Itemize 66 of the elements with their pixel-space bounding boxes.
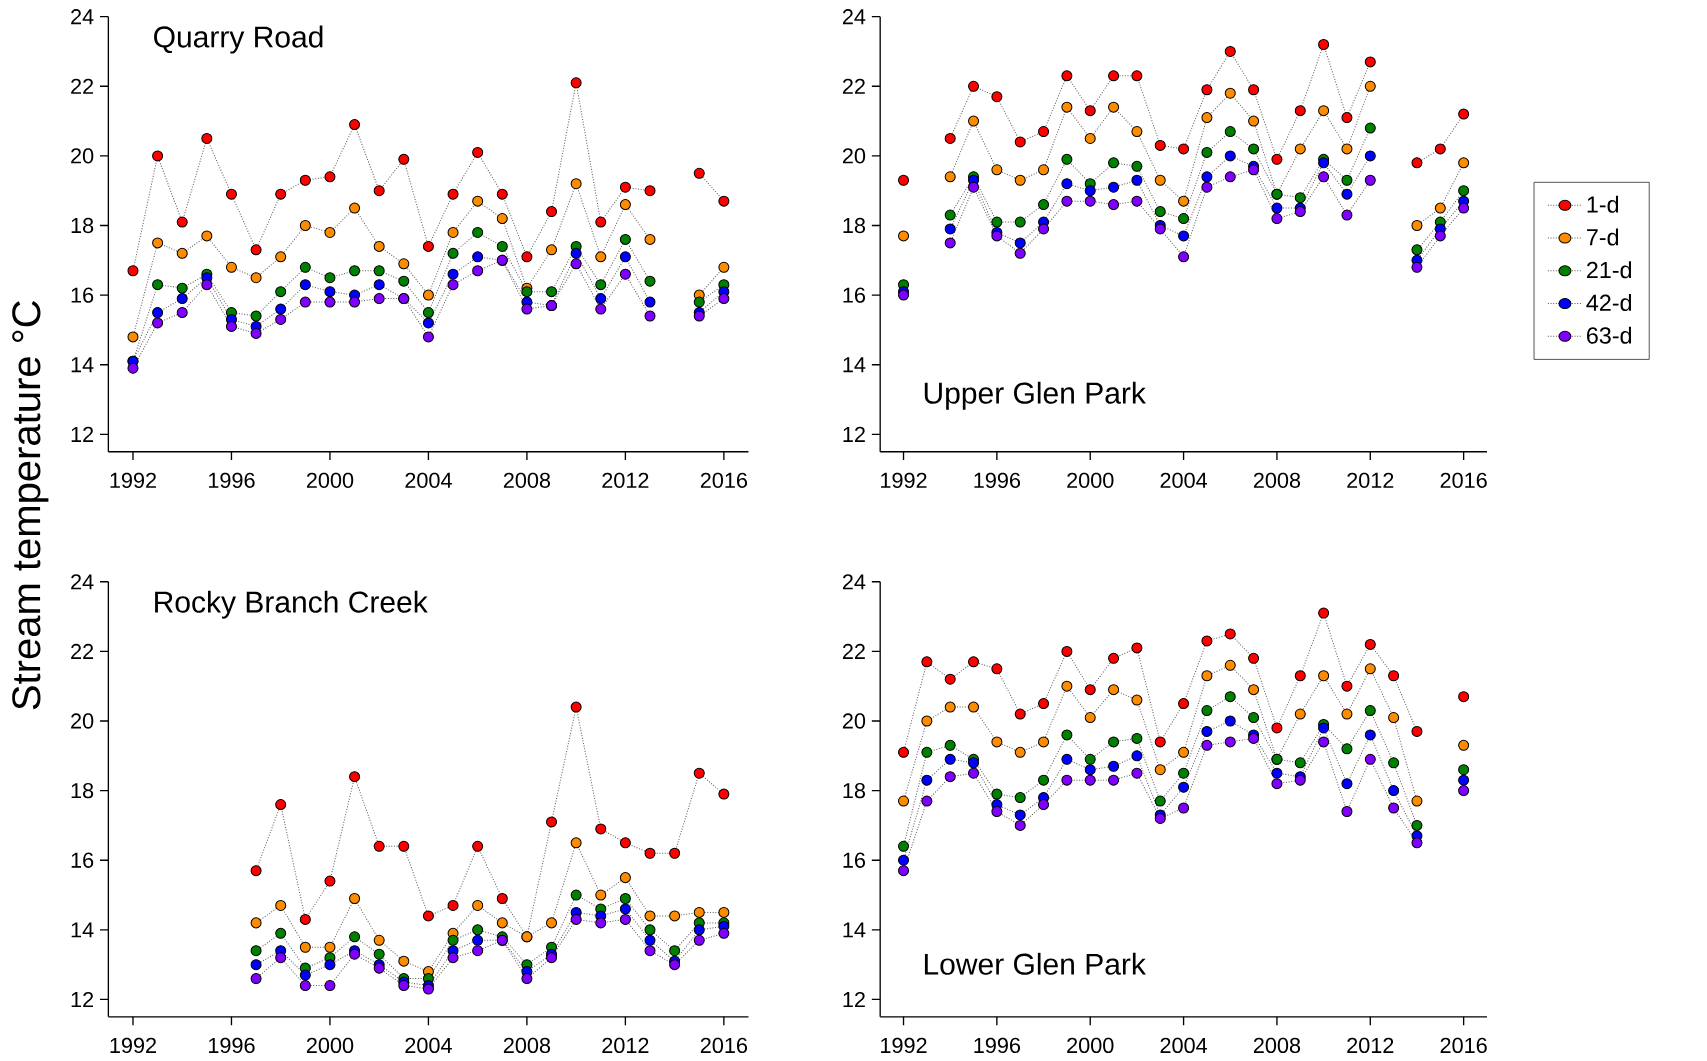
x-tick-label: 2000	[306, 1037, 354, 1054]
x-tick-label: 2012	[1347, 472, 1394, 488]
y-tick-label: 18	[71, 782, 94, 799]
x-tick-label: 2000	[1067, 472, 1114, 488]
x-tick-label: 1996	[209, 1037, 255, 1054]
x-tick-label: 2012	[602, 1037, 649, 1054]
y-tick-label: 14	[843, 922, 866, 938]
y-tick-label: 20	[71, 713, 94, 729]
y-tick-label: 16	[843, 287, 866, 303]
x-tick-label: 2000	[1067, 1037, 1114, 1054]
chart-title: Quarry Road	[154, 25, 323, 54]
y-tick-label: 22	[71, 643, 94, 659]
y-tick-label: 24	[842, 574, 866, 590]
y-tick-label: 18	[843, 782, 866, 799]
y-tick-label: 12	[843, 426, 865, 442]
y-tick-label: 14	[843, 357, 866, 373]
y-tick-label: 22	[842, 78, 865, 94]
y-tick-label: 12	[71, 991, 94, 1007]
legend-label: 42-d	[1586, 293, 1632, 312]
legend-label: 21-d	[1587, 261, 1632, 279]
y-axis-title: Stream temperature °C	[12, 300, 49, 710]
x-tick-label: 1992	[881, 1037, 927, 1054]
y-tick-label: 18	[71, 217, 94, 234]
y-tick-label: 16	[71, 852, 94, 868]
x-tick-label: 2004	[1160, 1037, 1208, 1054]
legend-label: 63-d	[1587, 326, 1632, 344]
x-tick-label: 1996	[974, 472, 1021, 488]
x-tick-label: 1996	[974, 1037, 1021, 1054]
chart-title: Rocky Branch Creek	[155, 590, 428, 619]
y-tick-label: 20	[842, 713, 866, 729]
x-tick-label: 2016	[1440, 1037, 1487, 1054]
y-tick-label: 24	[71, 574, 94, 590]
x-tick-label: 2004	[1160, 472, 1208, 488]
y-tick-label: 24	[842, 9, 866, 25]
legend-label: 1-d	[1587, 195, 1619, 213]
x-tick-label: 2016	[1440, 472, 1487, 488]
text: Upper Glen Park	[924, 381, 1146, 410]
x-tick-label: 2000	[306, 472, 354, 488]
x-tick-label: 2004	[405, 472, 452, 488]
x-tick-label: 2008	[1253, 1037, 1301, 1054]
x-tick-label: 2004	[405, 1037, 452, 1054]
y-tick-label: 22	[71, 78, 94, 94]
y-tick-label: 16	[71, 287, 94, 303]
x-tick-label: 2012	[1347, 1037, 1394, 1054]
y-tick-label: 14	[71, 922, 94, 938]
legend-label: 7-d	[1587, 228, 1619, 246]
x-tick-label: 1996	[209, 472, 255, 488]
x-tick-label: 2008	[1253, 472, 1301, 488]
x-tick-label: 1992	[110, 472, 156, 488]
y-tick-label: 20	[842, 148, 866, 164]
x-tick-label: 1992	[881, 472, 927, 488]
y-tick-label: 12	[843, 991, 865, 1007]
x-tick-label: 2008	[503, 472, 551, 488]
y-tick-label: 16	[843, 852, 866, 868]
y-tick-label: 14	[71, 357, 94, 373]
x-tick-label: 2012	[602, 472, 649, 488]
x-tick-label: 2016	[700, 472, 748, 488]
y-tick-label: 22	[842, 643, 865, 659]
x-tick-label: 2016	[700, 1037, 748, 1054]
y-tick-label: 24	[71, 9, 94, 25]
y-tick-label: 18	[843, 217, 866, 234]
text: Lower Glen Park	[924, 952, 1146, 975]
x-tick-label: 1992	[110, 1037, 156, 1054]
y-tick-label: 20	[71, 148, 94, 164]
x-tick-label: 2008	[503, 1037, 551, 1054]
y-tick-label: 12	[71, 426, 94, 442]
